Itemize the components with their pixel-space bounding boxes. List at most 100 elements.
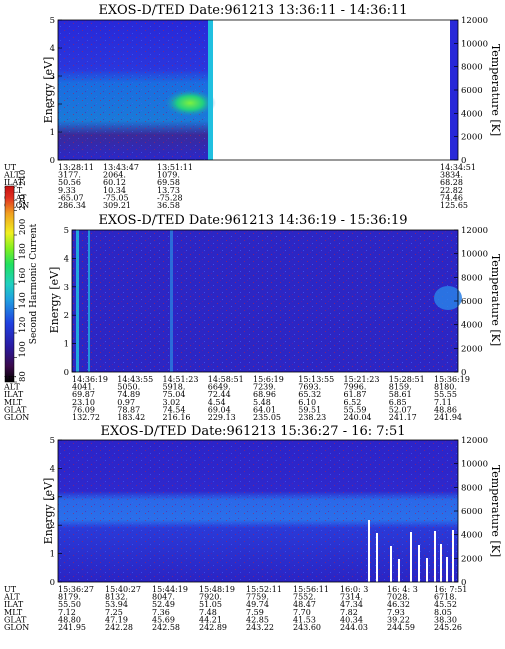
ephemeris-value: 7.11 [434,398,452,407]
ephemeris-label: MLT [4,608,23,617]
data-gap-streak [426,558,428,582]
panel-1-ylabel: Energy [eV] [42,57,55,124]
ephemeris-value: 69.04 [208,405,231,414]
ephemeris-value: 243.22 [246,623,274,632]
ephemeris-label: GLAT [4,193,27,202]
ephemeris-value: 36.58 [157,201,180,210]
ephemeris-value: 74.54 [163,405,186,414]
panel-1-edge-stripe [208,20,213,160]
data-gap-streak [440,544,442,582]
panel-2-stripe-b [88,230,90,372]
ephemeris-value: 14:43:55 [117,375,153,384]
ephemeris-value: 15:44:19 [152,585,188,594]
ephemeris-value: 72.44 [208,390,231,399]
ephemeris-value: 55.59 [344,405,367,414]
colorbar-tick-label: 100 [18,341,28,357]
ephemeris-value: 7.82 [340,608,358,617]
ephemeris-label: ALT [3,383,20,392]
panel-2-y2-ticks: 0 2000 4000 6000 8000 10000 12000 [454,226,488,378]
ephemeris-label: GLON [4,201,29,210]
ephemeris-value: 6718. [434,593,457,602]
ephemeris-value: 244.59 [387,623,415,632]
ephemeris-value: 3.02 [163,398,181,407]
data-gap-streak [418,545,420,582]
data-gap-streak [398,559,400,582]
y2-tick-label: 6000 [461,86,483,96]
y-tick-label: 5 [50,436,55,446]
ephemeris-value: 241.17 [389,413,417,422]
y2-tick-label: 8000 [461,63,483,73]
ephemeris-value: 7.36 [152,608,170,617]
y2-tick-label: 12000 [461,16,488,26]
ephemeris-value: 238.23 [298,413,326,422]
colorbar-tick-label: 220 [18,194,28,210]
panel-2-stripe-c [170,230,173,372]
ephemeris-value: 14:58:51 [208,375,244,384]
ephemeris-value: 51.05 [199,600,222,609]
ephemeris-value: 59.51 [298,405,321,414]
y2-tick-label: 2000 [461,554,483,564]
ephemeris-value: 15:13:55 [298,375,334,384]
ephemeris-value: 216.16 [163,413,191,422]
ephemeris-value: 242.89 [199,623,227,632]
ephemeris-value: 13:43:47 [103,163,139,172]
y2-tick-label: 10000 [461,250,488,260]
y2-tick-label: 8000 [461,483,483,493]
ephemeris-label: GLON [4,623,29,632]
panel-3-ephemeris: UTALTILATMLTGLATGLON15:36:278179.55.507.… [3,585,467,632]
ephemeris-value: 58.61 [389,390,412,399]
ephemeris-value: 15:36:27 [58,585,94,594]
ephemeris-value: 4041. [72,383,95,392]
colorbar-tick-label: 180 [18,243,28,259]
ephemeris-value: 60.12 [103,178,126,187]
y-tick-label: 2 [50,100,55,110]
ephemeris-label: GLAT [4,615,27,624]
y2-tick-label: 6000 [461,507,483,517]
ephemeris-value: 6.52 [344,398,362,407]
ephemeris-value: 240.04 [344,413,372,422]
ephemeris-value: 74.46 [440,193,463,202]
y-tick-label: 4 [50,44,55,54]
panel-3-ylabel: Energy [eV] [42,478,55,545]
data-gap-streak [376,533,378,582]
colorbar-tick-label: 160 [18,268,28,284]
ephemeris-value: 2064. [103,171,126,180]
ephemeris-value: 7.59 [246,608,264,617]
colorbar-label: Second Harmonic Current [29,223,39,344]
ephemeris-value: 61.87 [344,390,367,399]
ephemeris-value: 15:21:23 [344,375,380,384]
ephemeris-value: 15:40:27 [105,585,141,594]
ephemeris-value: 52.49 [152,600,175,609]
ephemeris-value: 46.32 [387,600,410,609]
ephemeris-value: 48.80 [58,615,81,624]
ephemeris-value: 8132. [105,593,128,602]
ephemeris-value: 68.96 [253,390,276,399]
ephemeris-value: 41.53 [293,615,316,624]
data-gap-streak [368,520,370,582]
ephemeris-value: 14:34:51 [440,163,476,172]
ephemeris-value: 7.48 [199,608,217,617]
panel-2-noise [72,230,458,372]
ephemeris-label: ALT [3,171,20,180]
ephemeris-value: 42.85 [246,615,269,624]
ephemeris-value: -65.07 [58,193,84,202]
panel-1-title: EXOS-D/TED Date:961213 13:36:11 - 14:36:… [98,3,407,18]
y-tick-label: 2 [50,521,55,531]
ephemeris-value: 8179. [58,593,81,602]
ephemeris-value: 5.48 [253,398,271,407]
ephemeris-value: 50.56 [58,178,81,187]
ephemeris-value: -75.28 [157,193,183,202]
ephemeris-value: 13.73 [157,186,180,195]
ephemeris-label: UT [4,585,17,594]
ephemeris-value: 7759. [246,593,269,602]
ephemeris-value: 23.10 [72,398,95,407]
ephemeris-value: 55.50 [58,600,81,609]
ephemeris-value: 243.60 [293,623,321,632]
y2-tick-label: 8000 [461,273,483,283]
ephemeris-value: 8.05 [434,608,452,617]
data-gap-streak [452,530,454,582]
y-tick-label: 1 [50,550,55,560]
ephemeris-value: 49.74 [246,600,269,609]
ephemeris-value: 76.09 [72,405,95,414]
